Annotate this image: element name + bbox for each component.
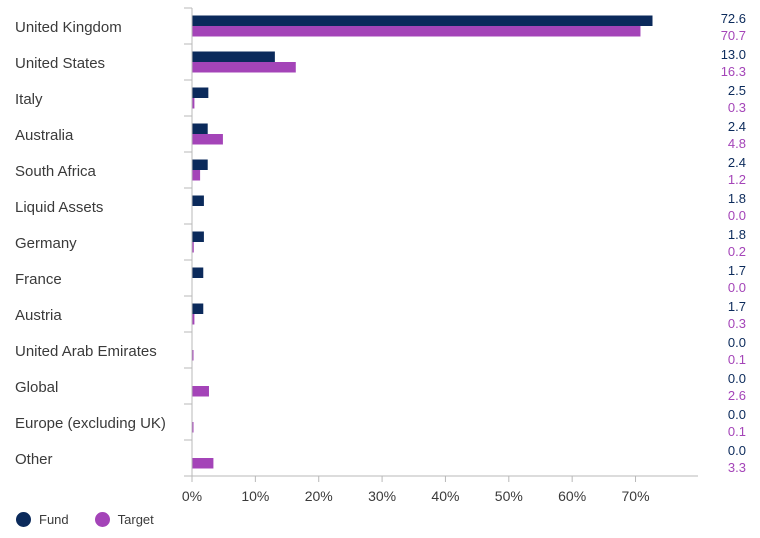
legend-label-fund: Fund (39, 512, 69, 527)
x-tick-label: 40% (431, 488, 459, 504)
x-tick-label: 20% (305, 488, 333, 504)
x-tick-label: 70% (622, 488, 650, 504)
bar-target (192, 422, 194, 433)
category-label: Italy (15, 91, 43, 108)
value-label-target: 3.3 (728, 460, 746, 475)
value-label-target: 0.1 (728, 352, 746, 367)
bar-target (192, 134, 223, 145)
bar-fund (192, 231, 204, 242)
value-label-target: 2.6 (728, 388, 746, 403)
x-tick-label: 30% (368, 488, 396, 504)
value-label-target: 1.2 (728, 172, 746, 187)
bar-fund (192, 303, 204, 314)
category-label: Australia (15, 127, 74, 144)
category-label: France (15, 271, 62, 288)
legend-swatch-fund (16, 512, 31, 527)
value-label-fund: 72.6 (721, 11, 746, 26)
bar-fund (192, 267, 204, 278)
legend: Fund Target (16, 512, 180, 527)
value-label-fund: 1.8 (728, 227, 746, 242)
value-label-fund: 2.5 (728, 83, 746, 98)
x-tick-label: 10% (241, 488, 269, 504)
value-label-fund: 0.0 (728, 371, 746, 386)
value-label-target: 0.0 (728, 280, 746, 295)
category-label: Global (15, 379, 58, 396)
value-label-fund: 2.4 (728, 155, 746, 170)
bar-fund (192, 159, 208, 170)
value-label-fund: 0.0 (728, 407, 746, 422)
value-label-fund: 2.4 (728, 119, 746, 134)
bar-target (192, 98, 195, 109)
category-label: Germany (15, 235, 77, 252)
legend-item-fund: Fund (16, 512, 69, 527)
legend-item-target: Target (94, 512, 154, 527)
value-label-target: 0.3 (728, 100, 746, 115)
bar-fund (192, 51, 275, 62)
x-tick-label: 50% (495, 488, 523, 504)
value-label-fund: 1.8 (728, 191, 746, 206)
bar-fund (192, 87, 209, 98)
value-label-fund: 0.0 (728, 443, 746, 458)
category-label: South Africa (15, 163, 97, 180)
value-label-target: 0.3 (728, 316, 746, 331)
category-label: Austria (15, 307, 62, 324)
value-label-target: 0.2 (728, 244, 746, 259)
bar-target (192, 26, 641, 37)
value-label-target: 0.0 (728, 208, 746, 223)
value-label-target: 4.8 (728, 136, 746, 151)
bar-fund (192, 123, 208, 134)
legend-swatch-target (94, 512, 110, 527)
bar-fund (192, 195, 204, 206)
bar-target (192, 62, 296, 73)
category-label: United States (15, 55, 105, 72)
value-label-fund: 13.0 (721, 47, 746, 62)
bar-target (192, 386, 209, 397)
bar-target (192, 350, 194, 361)
category-label: Europe (excluding UK) (15, 415, 166, 432)
value-label-fund: 1.7 (728, 299, 746, 314)
legend-label-target: Target (117, 512, 154, 527)
value-label-fund: 0.0 (728, 335, 746, 350)
bar-target (192, 242, 194, 253)
value-label-target: 16.3 (721, 64, 746, 79)
category-label: United Kingdom (15, 19, 122, 36)
bar-target (192, 458, 214, 469)
category-label: Other (15, 451, 53, 468)
bar-target (192, 314, 195, 325)
bar-target (192, 170, 201, 181)
value-label-target: 0.1 (728, 424, 746, 439)
category-label: Liquid Assets (15, 199, 103, 216)
x-tick-label: 0% (182, 488, 202, 504)
x-tick-label: 60% (558, 488, 586, 504)
value-label-target: 70.7 (721, 28, 746, 43)
value-label-fund: 1.7 (728, 263, 746, 278)
bar-fund (192, 15, 653, 26)
category-label: United Arab Emirates (15, 343, 157, 360)
